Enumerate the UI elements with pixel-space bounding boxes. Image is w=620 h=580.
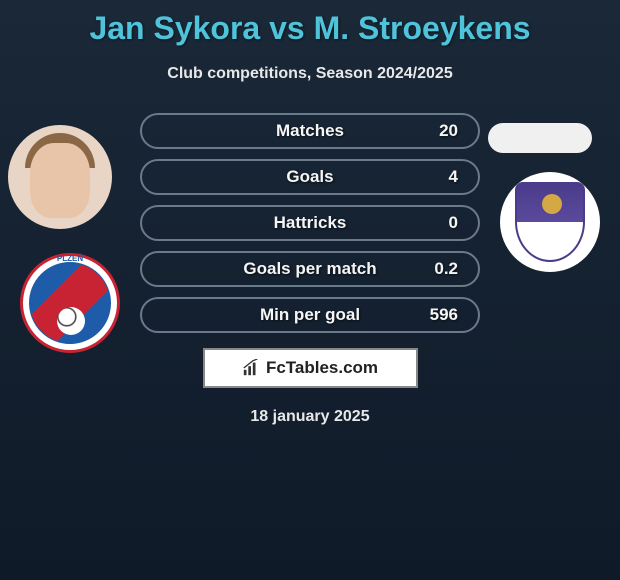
stat-value: 0	[449, 213, 458, 233]
season-subtitle: Club competitions, Season 2024/2025	[0, 65, 620, 83]
date-label: 18 january 2025	[0, 408, 620, 426]
player2-avatar	[488, 123, 592, 153]
stat-label: Hattricks	[162, 213, 458, 233]
stat-label: Min per goal	[162, 305, 458, 325]
stat-value: 20	[439, 121, 458, 141]
stat-value: 4	[449, 167, 458, 187]
club2-crest	[515, 182, 585, 262]
stat-row-mpg: Min per goal 596	[140, 297, 480, 333]
stat-value: 596	[430, 305, 458, 325]
stat-row-goals: Goals 4	[140, 159, 480, 195]
stat-label: Matches	[162, 121, 458, 141]
stat-row-hattricks: Hattricks 0	[140, 205, 480, 241]
club2-logo	[500, 172, 600, 272]
soccer-ball-icon	[57, 307, 85, 335]
chart-icon	[242, 359, 260, 377]
stat-label: Goals per match	[162, 259, 458, 279]
player1-face	[30, 143, 90, 218]
comparison-title: Jan Sykora vs M. Stroeykens	[0, 0, 620, 47]
club1-inner	[29, 262, 111, 344]
logo-text: FcTables.com	[266, 358, 378, 378]
fctables-logo: FcTables.com	[203, 348, 418, 388]
club2-detail	[542, 194, 562, 214]
stat-label: Goals	[162, 167, 458, 187]
stat-value: 0.2	[434, 259, 458, 279]
player1-avatar	[8, 125, 112, 229]
club1-logo: PLZEŇ	[20, 253, 120, 353]
stat-row-matches: Matches 20	[140, 113, 480, 149]
stat-row-gpm: Goals per match 0.2	[140, 251, 480, 287]
stats-container: Matches 20 Goals 4 Hattricks 0 Goals per…	[140, 113, 480, 333]
